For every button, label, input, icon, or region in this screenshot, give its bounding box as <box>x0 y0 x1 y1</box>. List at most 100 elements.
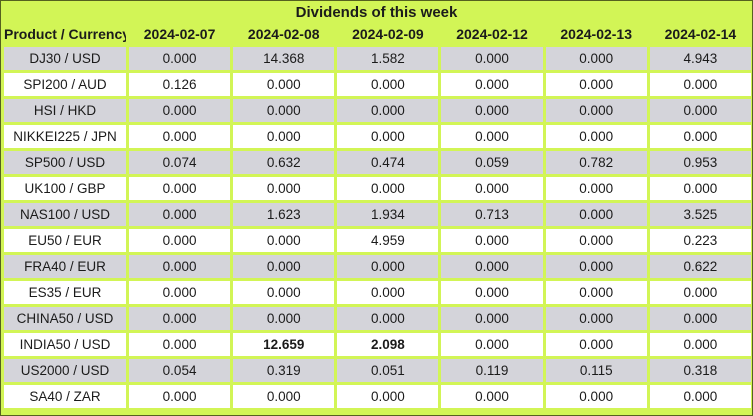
column-header-date: 2024-02-07 <box>143 26 216 42</box>
dividend-value-cell: 0.000 <box>129 255 231 278</box>
dividend-value-cell: 0.000 <box>129 47 231 70</box>
dividend-value-cell: 0.000 <box>337 385 439 408</box>
dividend-value-cell: 0.000 <box>233 255 335 278</box>
dividend-value-cell: 0.000 <box>649 73 751 96</box>
product-cell: SA40 / ZAR <box>4 385 126 408</box>
dividend-value-cell: 0.000 <box>441 229 543 252</box>
dividend-value-cell: 0.000 <box>441 177 543 200</box>
product-cell: NAS100 / USD <box>4 203 126 226</box>
table-row: HSI / HKD 0.000 0.000 0.000 0.000 0.000 0.000 <box>4 99 751 122</box>
dividend-value-cell: 0.059 <box>441 151 543 174</box>
dividend-value-cell: 0.000 <box>441 47 543 70</box>
dividend-value-cell: 12.659 <box>233 333 335 356</box>
dividend-value-cell: 0.000 <box>337 73 439 96</box>
dividend-value-cell: 0.000 <box>129 385 231 408</box>
product-cell: FRA40 / EUR <box>4 255 126 278</box>
dividend-value-cell: 0.000 <box>129 177 231 200</box>
dividend-value-cell: 0.000 <box>233 73 335 96</box>
dividend-value-cell: 0.000 <box>233 385 335 408</box>
product-cell: UK100 / GBP <box>4 177 126 200</box>
dividend-value-cell: 0.000 <box>129 307 231 330</box>
table-row: US2000 / USD 0.054 0.319 0.051 0.119 0.115 0.3… <box>4 359 751 382</box>
table-row: NIKKEI225 / JPN 0.000 0.000 0.000 0.000 0.000… <box>4 125 751 148</box>
dividend-value-cell: 0.000 <box>337 177 439 200</box>
product-cell: SP500 / USD <box>4 151 126 174</box>
dividend-value-cell: 0.000 <box>545 203 647 226</box>
dividend-value-cell: 0.000 <box>441 307 543 330</box>
dividend-value-cell: 0.000 <box>337 255 439 278</box>
dividend-value-cell: 0.632 <box>233 151 335 174</box>
column-header-date: 2024-02-13 <box>560 26 633 42</box>
dividend-value-cell: 0.000 <box>649 99 751 122</box>
dividend-value-cell: 0.000 <box>545 229 647 252</box>
dividend-value-cell: 0.000 <box>129 203 231 226</box>
dividend-value-cell: 0.000 <box>649 385 751 408</box>
dividend-value-cell: 0.054 <box>129 359 231 382</box>
dividend-value-cell: 0.000 <box>129 99 231 122</box>
dividend-value-cell: 0.000 <box>649 125 751 148</box>
dividend-value-cell: 4.959 <box>337 229 439 252</box>
table-row: NAS100 / USD 0.000 1.623 1.934 0.713 0.000 3.5… <box>4 203 751 226</box>
product-cell: HSI / HKD <box>4 99 126 122</box>
dividend-value-cell: 0.000 <box>233 177 335 200</box>
product-cell: NIKKEI225 / JPN <box>4 125 126 148</box>
dividend-value-cell: 0.782 <box>545 151 647 174</box>
dividend-value-cell: 0.000 <box>337 307 439 330</box>
dividend-value-cell: 0.000 <box>545 281 647 304</box>
dividend-value-cell: 0.000 <box>649 307 751 330</box>
product-cell: CHINA50 / USD <box>4 307 126 330</box>
dividend-value-cell: 0.000 <box>545 385 647 408</box>
dividend-value-cell: 0.115 <box>545 359 647 382</box>
dividends-table: Product / Currency 2024-02-07 2024-02-08 20… <box>1 21 752 411</box>
dividend-value-cell: 0.000 <box>441 125 543 148</box>
dividend-value-cell: 1.934 <box>337 203 439 226</box>
table-header-row: Product / Currency 2024-02-07 2024-02-08 20… <box>4 24 751 44</box>
table-row: UK100 / GBP 0.000 0.000 0.000 0.000 0.000 0.00… <box>4 177 751 200</box>
table-row: FRA40 / EUR 0.000 0.000 0.000 0.000 0.000 0.62… <box>4 255 751 278</box>
product-cell: US2000 / USD <box>4 359 126 382</box>
dividend-value-cell: 0.318 <box>649 359 751 382</box>
dividend-value-cell: 0.953 <box>649 151 751 174</box>
table-row: SA40 / ZAR 0.000 0.000 0.000 0.000 0.000 0.000 <box>4 385 751 408</box>
table-row: SPI200 / AUD 0.126 0.000 0.000 0.000 0.000 0.0… <box>4 73 751 96</box>
product-cell: DJ30 / USD <box>4 47 126 70</box>
dividend-value-cell: 0.074 <box>129 151 231 174</box>
column-header-product: Product / Currency <box>4 26 126 42</box>
dividend-value-cell: 0.000 <box>337 125 439 148</box>
product-cell: INDIA50 / USD <box>4 333 126 356</box>
dividend-value-cell: 0.000 <box>337 281 439 304</box>
dividend-value-cell: 0.000 <box>649 281 751 304</box>
dividend-value-cell: 2.098 <box>337 333 439 356</box>
dividend-value-cell: 0.000 <box>129 125 231 148</box>
dividend-value-cell: 3.525 <box>649 203 751 226</box>
dividend-value-cell: 0.000 <box>129 333 231 356</box>
dividend-value-cell: 0.000 <box>441 99 543 122</box>
dividend-value-cell: 0.126 <box>129 73 231 96</box>
product-cell: EU50 / EUR <box>4 229 126 252</box>
dividend-value-cell: 1.582 <box>337 47 439 70</box>
table-row: CHINA50 / USD 0.000 0.000 0.000 0.000 0.000 0.… <box>4 307 751 330</box>
dividend-value-cell: 0.000 <box>545 47 647 70</box>
dividend-value-cell: 0.000 <box>649 177 751 200</box>
dividend-value-cell: 4.943 <box>649 47 751 70</box>
dividend-value-cell: 0.000 <box>545 177 647 200</box>
dividend-value-cell: 0.000 <box>233 125 335 148</box>
dividend-value-cell: 0.000 <box>129 229 231 252</box>
dividend-value-cell: 0.474 <box>337 151 439 174</box>
table-row: ES35 / EUR 0.000 0.000 0.000 0.000 0.000 0.000 <box>4 281 751 304</box>
dividend-value-cell: 14.368 <box>233 47 335 70</box>
dividend-value-cell: 1.623 <box>233 203 335 226</box>
column-header-date: 2024-02-12 <box>456 26 528 42</box>
dividend-value-cell: 0.223 <box>649 229 751 252</box>
dividend-value-cell: 0.622 <box>649 255 751 278</box>
dividend-value-cell: 0.119 <box>441 359 543 382</box>
dividend-value-cell: 0.713 <box>441 203 543 226</box>
dividend-value-cell: 0.000 <box>337 99 439 122</box>
column-header-date: 2024-02-09 <box>352 26 424 42</box>
dividend-value-cell: 0.000 <box>649 333 751 356</box>
column-header-date: 2024-02-14 <box>664 26 737 42</box>
dividend-value-cell: 0.000 <box>545 255 647 278</box>
dividend-value-cell: 0.000 <box>441 255 543 278</box>
dividend-value-cell: 0.000 <box>545 307 647 330</box>
